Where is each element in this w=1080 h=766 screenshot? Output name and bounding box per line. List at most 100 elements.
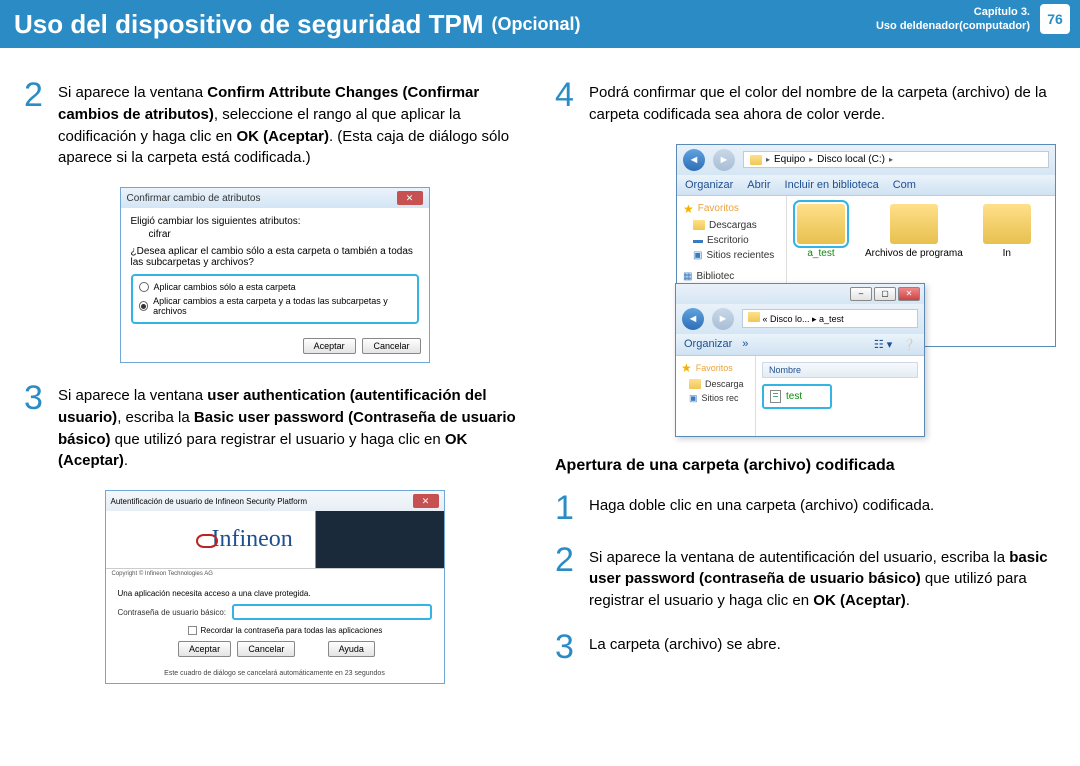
- content-area: 2 Si aparece la ventana Confirm Attribut…: [0, 48, 1080, 700]
- left-column: 2 Si aparece la ventana Confirm Attribut…: [24, 78, 525, 690]
- close-icon[interactable]: ✕: [413, 494, 439, 508]
- include-menu[interactable]: Incluir en biblioteca: [785, 179, 879, 191]
- dialog-body: Una aplicación necesita acceso a una cla…: [106, 579, 444, 667]
- right-column: 4 Podrá confirmar que el color del nombr…: [555, 78, 1056, 690]
- organize-menu[interactable]: Organizar: [685, 179, 733, 191]
- sidebar-favorites[interactable]: ★Favoritos: [681, 200, 782, 218]
- chosen-label: Eligió cambiar los siguientes atributos:: [131, 216, 419, 227]
- folder-label: a_test: [797, 248, 845, 259]
- explorer-toolbar: Organizar » ☷ ▾ ❔: [676, 334, 924, 356]
- header-right: Capítulo 3. Uso deldenador(computador) 7…: [876, 4, 1070, 34]
- close-icon[interactable]: ✕: [898, 287, 920, 301]
- dialog-buttons: Aceptar Cancelar: [121, 332, 429, 362]
- step-2: 2 Si aparece la ventana Confirm Attribut…: [24, 78, 525, 169]
- chapter-info: Capítulo 3. Uso deldenador(computador): [876, 5, 1030, 34]
- sidebar-desktop[interactable]: ▬Escritorio: [691, 233, 782, 248]
- file-label: test: [786, 391, 802, 402]
- sidebar-downloads[interactable]: Descargas: [691, 218, 782, 233]
- dialog-title: Autentificación de usuario de Infineon S…: [111, 497, 308, 506]
- prompt-text: Una aplicación necesita acceso a una cla…: [118, 589, 432, 598]
- folder-icon: [890, 204, 938, 244]
- explorer-files: Nombre test: [756, 356, 924, 436]
- checkbox-icon: [188, 626, 197, 635]
- sidebar-recent[interactable]: ▣Sitios recientes: [691, 248, 782, 263]
- password-input[interactable]: [232, 604, 431, 620]
- star-icon: ★: [683, 202, 694, 216]
- folder-label: In: [983, 248, 1031, 259]
- explorer-nav: ◄ ► « Disco lo... ▸ a_test: [676, 304, 924, 334]
- folder-icon: [748, 312, 760, 322]
- confirm-attribute-dialog: Confirmar cambio de atributos ✕ Eligió c…: [120, 187, 430, 363]
- page-header: Uso del dispositivo de seguridad TPM (Op…: [0, 0, 1080, 48]
- com-text[interactable]: Com: [893, 179, 916, 191]
- column-header-name[interactable]: Nombre: [762, 362, 918, 378]
- help-button[interactable]: Ayuda: [328, 641, 375, 657]
- help-icon[interactable]: ❔: [902, 338, 916, 351]
- forward-icon[interactable]: ►: [713, 149, 735, 171]
- document-icon: [770, 390, 781, 403]
- open-button[interactable]: Abrir: [747, 179, 770, 191]
- step-text: Si aparece la ventana de autentificación…: [589, 543, 1056, 612]
- remember-checkbox[interactable]: Recordar la contraseña para todas las ap…: [188, 626, 432, 635]
- explorer-nav: ◄ ► ▸ Equipo ▸ Disco local (C:) ▸: [677, 145, 1055, 175]
- step-4: 4 Podrá confirmar que el color del nombr…: [555, 78, 1056, 126]
- step-num: 3: [24, 381, 48, 472]
- back-icon[interactable]: ◄: [683, 149, 705, 171]
- library-icon: ▦: [683, 271, 692, 282]
- step-text: Haga doble clic en una carpeta (archivo)…: [589, 491, 934, 525]
- folder-icon: [693, 220, 705, 230]
- breadcrumb[interactable]: « Disco lo... ▸ a_test: [742, 309, 918, 328]
- password-row: Contraseña de usuario básico:: [118, 604, 432, 620]
- sidebar-recent[interactable]: ▣Sitios rec: [687, 391, 752, 406]
- organize-menu[interactable]: Organizar: [684, 338, 732, 351]
- radio-option-2[interactable]: Aplicar cambios a esta carpeta y a todas…: [139, 294, 411, 318]
- user-auth-dialog: Autentificación de usuario de Infineon S…: [105, 490, 445, 684]
- crumb-text: « Disco lo... ▸ a_test: [763, 314, 844, 324]
- view-icon[interactable]: ☷ ▾: [874, 338, 892, 351]
- optional-label: (Opcional): [492, 14, 581, 35]
- minimize-icon[interactable]: –: [850, 287, 872, 301]
- desktop-icon: ▬: [693, 235, 703, 246]
- file-test[interactable]: test: [762, 384, 832, 409]
- folder-in[interactable]: In: [983, 204, 1031, 338]
- step-3: 3 Si aparece la ventana user authenticat…: [24, 381, 525, 472]
- explorer-titlebar: – ▢ ✕: [676, 284, 924, 304]
- cancel-button[interactable]: Cancelar: [237, 641, 295, 657]
- step-num: 3: [555, 630, 579, 664]
- password-label: Contraseña de usuario básico:: [118, 608, 227, 617]
- radio-label: Aplicar cambios sólo a esta carpeta: [154, 282, 296, 292]
- sidebar-downloads[interactable]: Descarga: [687, 377, 752, 391]
- recent-icon: ▣: [693, 250, 702, 261]
- step-text: Si aparece la ventana Confirm Attribute …: [58, 78, 525, 169]
- ok-button[interactable]: Aceptar: [303, 338, 356, 354]
- infineon-logo: Infineon: [196, 526, 293, 553]
- radio-label: Aplicar cambios a esta carpeta y a todas…: [153, 296, 410, 316]
- folder-label: Archivos de programa: [865, 248, 963, 259]
- more-icon[interactable]: »: [742, 338, 748, 351]
- explorer-toolbar: Organizar Abrir Incluir en biblioteca Co…: [677, 175, 1055, 196]
- open-step-1: 1 Haga doble clic en una carpeta (archiv…: [555, 491, 1056, 525]
- page-number-badge: 76: [1040, 4, 1070, 34]
- folder-icon: [689, 379, 701, 389]
- step-num: 4: [555, 78, 579, 126]
- cancel-button[interactable]: Cancelar: [362, 338, 420, 354]
- back-icon[interactable]: ◄: [682, 308, 704, 330]
- crumb-computer: Equipo: [774, 154, 805, 165]
- forward-icon[interactable]: ►: [712, 308, 734, 330]
- radio-option-1[interactable]: Aplicar cambios sólo a esta carpeta: [139, 280, 411, 294]
- close-icon[interactable]: ✕: [397, 191, 423, 205]
- chapter-line1: Capítulo 3.: [876, 5, 1030, 19]
- section-title: Apertura de una carpeta (archivo) codifi…: [555, 457, 1056, 475]
- step-text: La carpeta (archivo) se abre.: [589, 630, 781, 664]
- star-icon: ★: [681, 361, 692, 375]
- breadcrumb[interactable]: ▸ Equipo ▸ Disco local (C:) ▸: [743, 151, 1049, 168]
- sidebar-favorites[interactable]: ★Favoritos: [679, 359, 752, 377]
- open-step-3: 3 La carpeta (archivo) se abre.: [555, 630, 1056, 664]
- sidebar-libraries[interactable]: ▦Bibliotec: [681, 269, 782, 284]
- ok-button[interactable]: Aceptar: [178, 641, 231, 657]
- open-step-2: 2 Si aparece la ventana de autentificaci…: [555, 543, 1056, 612]
- attr-value: cifrar: [149, 229, 419, 240]
- explorer-window-2: – ▢ ✕ ◄ ► « Disco lo... ▸ a_test Organiz…: [675, 283, 925, 437]
- step-num: 1: [555, 491, 579, 525]
- maximize-icon[interactable]: ▢: [874, 287, 896, 301]
